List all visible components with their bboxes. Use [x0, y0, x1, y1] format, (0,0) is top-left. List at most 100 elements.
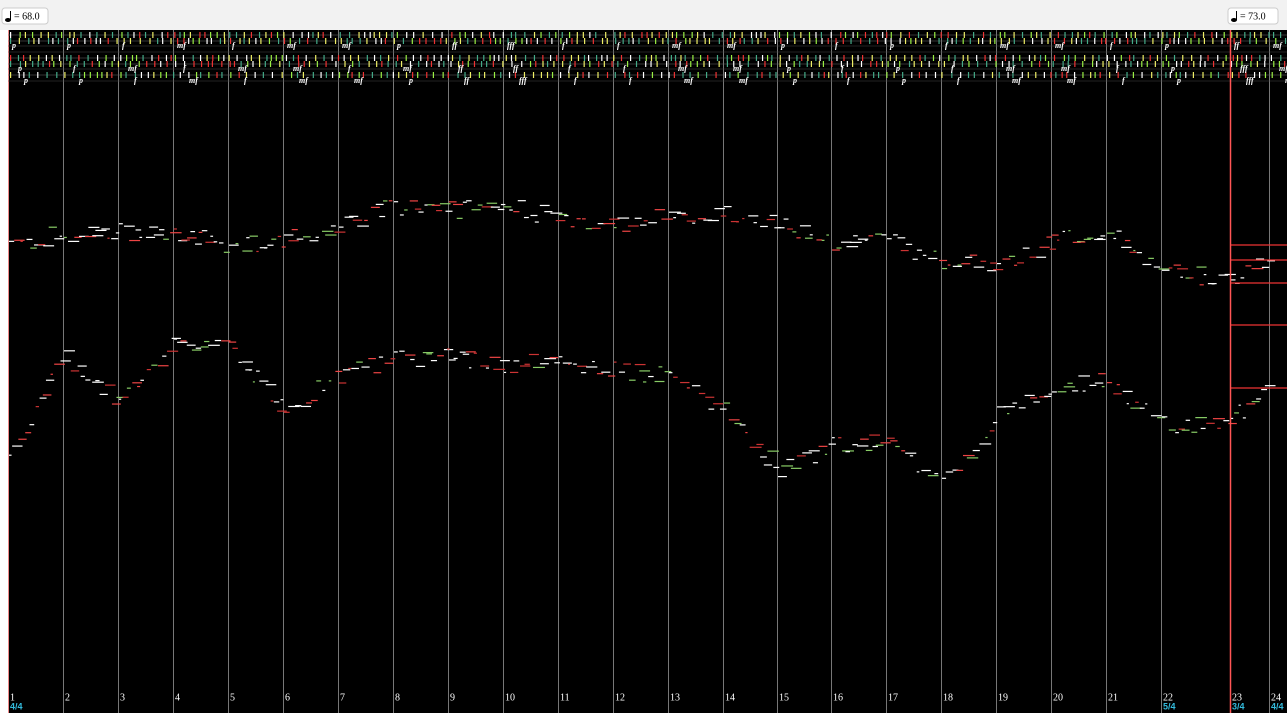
- lane-event: [167, 32, 169, 38]
- note: [654, 209, 666, 211]
- lane-event: [195, 72, 198, 78]
- note: [151, 364, 158, 366]
- lane-event: [432, 72, 434, 78]
- lane-event: [881, 61, 884, 67]
- lane-event: [10, 61, 12, 67]
- lane-event: [343, 55, 345, 61]
- lane-event: [1173, 55, 1176, 61]
- note: [897, 237, 906, 239]
- note: [1003, 406, 1015, 408]
- note: [200, 346, 209, 348]
- note: [796, 455, 806, 457]
- lane-event: [934, 32, 936, 38]
- note: [528, 353, 539, 356]
- note: [481, 206, 494, 208]
- note: [409, 200, 418, 202]
- note: [1078, 375, 1090, 377]
- note: [669, 211, 681, 213]
- lane-event: [962, 38, 964, 44]
- note: [59, 235, 62, 237]
- lane-event: [954, 55, 956, 61]
- lane-event: [689, 38, 691, 44]
- note: [708, 408, 715, 410]
- lane-event: [111, 72, 113, 78]
- lane-event: [1191, 55, 1193, 61]
- note: [174, 228, 177, 230]
- note: [564, 214, 569, 217]
- lane-event: [566, 38, 568, 44]
- note: [449, 359, 456, 361]
- lane-event: [716, 55, 719, 61]
- lane-event: [869, 38, 871, 44]
- measure-number: 8: [395, 692, 400, 703]
- note: [790, 467, 802, 469]
- note: [1157, 417, 1166, 419]
- lane-event: [405, 55, 407, 61]
- note: [614, 227, 617, 229]
- lane-event: [508, 72, 511, 78]
- measure-number: 23: [1232, 692, 1242, 703]
- lane-event: [938, 38, 940, 44]
- lane-event: [160, 61, 162, 67]
- lane-event: [64, 72, 66, 78]
- lane-event: [893, 72, 895, 78]
- note: [816, 239, 823, 241]
- lane-event: [747, 61, 749, 67]
- note: [500, 203, 506, 206]
- lane-event: [991, 72, 994, 78]
- lane-event: [739, 38, 741, 44]
- lane-event: [1077, 32, 1079, 38]
- time-signature: 4/4: [1271, 701, 1284, 711]
- lane-event: [880, 55, 882, 61]
- lane-event: [870, 61, 872, 67]
- note: [300, 405, 312, 408]
- lane-event: [76, 38, 79, 44]
- lane-event: [982, 32, 985, 38]
- lane-event: [56, 72, 58, 78]
- note: [140, 379, 144, 381]
- note: [99, 393, 108, 395]
- note: [410, 358, 415, 361]
- tempo-box[interactable]: [1227, 7, 1279, 25]
- lane-event: [968, 61, 970, 67]
- tempo-box[interactable]: [1, 7, 49, 25]
- measure-number: 15: [779, 692, 789, 703]
- tempo-label[interactable]: = 73.0: [1240, 11, 1266, 22]
- note: [335, 370, 343, 373]
- note: [1116, 230, 1122, 232]
- lane-event: [606, 72, 609, 78]
- lane-event: [250, 55, 252, 61]
- lane-event: [388, 55, 390, 61]
- lane-event: [658, 32, 660, 38]
- lane-event: [325, 61, 327, 67]
- lane-event: [320, 72, 322, 78]
- note: [1094, 238, 1106, 241]
- lane-event: [764, 32, 766, 38]
- lane-event: [871, 32, 873, 38]
- note: [1017, 262, 1025, 264]
- lane-event: [1127, 38, 1129, 44]
- lane-event: [696, 61, 698, 67]
- note: [242, 250, 253, 252]
- lane-event: [134, 72, 137, 78]
- lane-event: [920, 61, 923, 67]
- lane-event: [917, 32, 920, 38]
- note: [1217, 427, 1221, 429]
- lane-event: [438, 61, 440, 67]
- tempo-label[interactable]: = 68.0: [14, 11, 40, 22]
- lane-event: [533, 32, 536, 38]
- lane-event: [515, 38, 517, 44]
- note: [577, 365, 588, 367]
- lane-event: [83, 61, 85, 67]
- lane-event: [199, 32, 201, 38]
- lane-event: [1074, 55, 1076, 61]
- lane-event: [1178, 32, 1180, 38]
- note: [370, 206, 380, 208]
- dynamic-marking: f: [574, 76, 578, 85]
- lane-event: [96, 55, 99, 61]
- note: [126, 387, 131, 389]
- lane-event: [624, 32, 626, 38]
- lane-event: [1049, 32, 1051, 38]
- lane-event: [430, 61, 433, 67]
- lane-event: [1113, 55, 1116, 61]
